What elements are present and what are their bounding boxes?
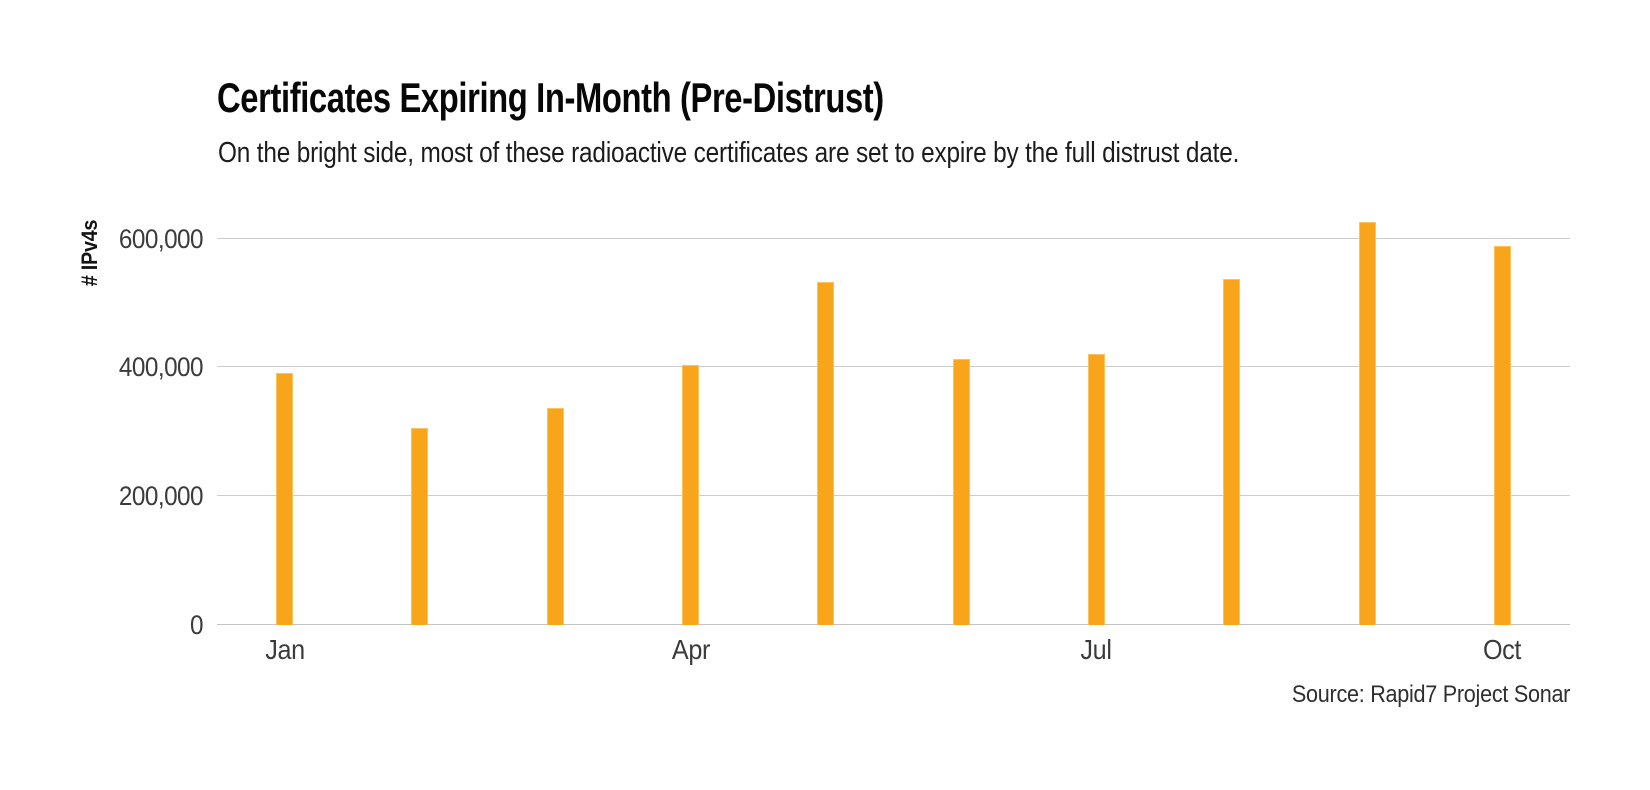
bar-apr <box>682 364 700 625</box>
x-tick-label-jan: Jan <box>264 634 305 665</box>
gridline <box>217 237 1570 239</box>
y-tick-label: 400,000 <box>118 352 204 383</box>
x-axis-baseline <box>217 624 1570 625</box>
bar-jan <box>276 373 294 625</box>
bar-jun <box>952 359 970 625</box>
x-tick-label-oct: Oct <box>1483 634 1522 665</box>
x-tick-label-apr: Apr <box>671 634 710 665</box>
gridline <box>217 366 1570 368</box>
bar-sep <box>1358 221 1376 625</box>
bar-may <box>817 281 835 625</box>
bar-aug <box>1223 278 1241 625</box>
x-tick-label-jul: Jul <box>1080 634 1113 665</box>
plot-area <box>217 195 1570 625</box>
bar-feb <box>411 427 429 625</box>
bar-jul <box>1087 353 1105 625</box>
chart-subtitle: On the bright side, most of these radioa… <box>218 137 1240 169</box>
gridline <box>217 495 1570 497</box>
y-tick-label: 600,000 <box>118 223 204 254</box>
bar-mar <box>546 407 564 625</box>
y-tick-label: 200,000 <box>118 481 204 512</box>
source-caption: Source: Rapid7 Project Sonar <box>1291 681 1570 708</box>
bar-oct <box>1493 245 1511 625</box>
y-tick-label: 0 <box>190 610 204 640</box>
chart-title: Certificates Expiring In-Month (Pre-Dist… <box>217 74 884 121</box>
